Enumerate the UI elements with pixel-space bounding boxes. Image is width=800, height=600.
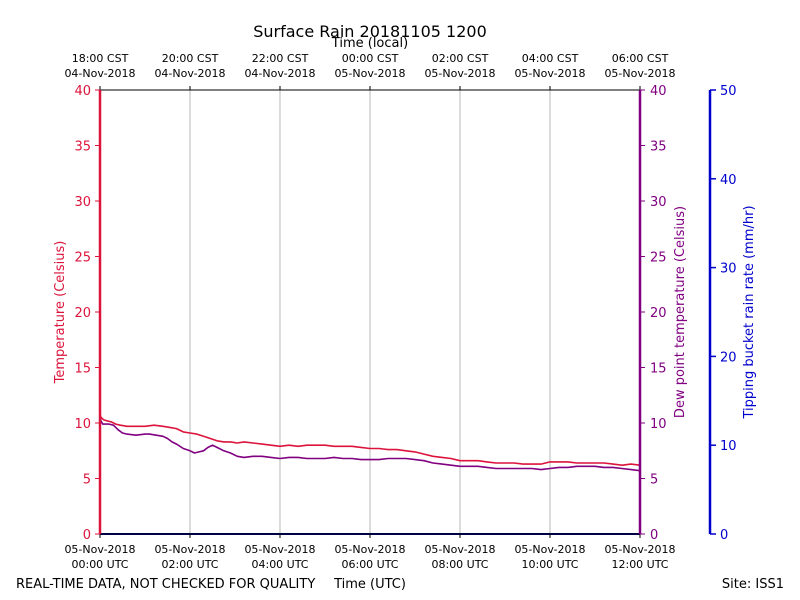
site-label: Site: ISS1	[722, 577, 784, 592]
top-axis-label: Time (local)	[331, 36, 408, 51]
temp-tick-label: 15	[74, 362, 91, 377]
rain-tick-label: 40	[720, 173, 737, 188]
top-tick-time: 02:00 CST	[432, 52, 489, 65]
top-tick-date: 05-Nov-2018	[334, 67, 405, 80]
dewpoint-axis-label: Dew point temperature (Celsius)	[673, 206, 688, 418]
x-tick-date: 05-Nov-2018	[244, 543, 315, 556]
rain-tick-label: 20	[720, 350, 737, 365]
x-tick-time: 08:00 UTC	[431, 558, 488, 571]
top-tick-time: 22:00 CST	[252, 52, 309, 65]
x-tick-date: 05-Nov-2018	[424, 543, 495, 556]
x-tick-time: 10:00 UTC	[521, 558, 578, 571]
rain-tick-label: 10	[720, 439, 737, 454]
dewpoint-tick-label: 10	[650, 417, 667, 432]
rain-tick-label: 50	[720, 84, 737, 99]
top-tick-date: 05-Nov-2018	[424, 67, 495, 80]
x-tick-date: 05-Nov-2018	[154, 543, 225, 556]
temp-tick-label: 25	[74, 251, 91, 266]
dewpoint-tick-label: 35	[650, 140, 667, 155]
series-temperature	[99, 413, 641, 467]
quality-disclaimer: REAL-TIME DATA, NOT CHECKED FOR QUALITY	[16, 577, 315, 592]
temp-tick-label: 5	[83, 473, 91, 488]
temp-tick-label: 30	[74, 195, 91, 210]
grid-lines	[189, 90, 551, 534]
top-tick-date: 04-Nov-2018	[244, 67, 315, 80]
x-axis-label: Time (UTC)	[333, 577, 406, 592]
top-tick-time: 18:00 CST	[72, 52, 129, 65]
top-tick-time: 06:00 CST	[612, 52, 669, 65]
series-dew-point-temperature	[99, 416, 641, 472]
dewpoint-tick-label: 15	[650, 362, 667, 377]
top-tick-date: 04-Nov-2018	[64, 67, 135, 80]
top-tick-date: 05-Nov-2018	[604, 67, 675, 80]
rain-tick-label: 0	[720, 528, 728, 543]
chart-title: Surface Rain 20181105 1200	[253, 22, 487, 41]
x-tick-time: 06:00 UTC	[341, 558, 398, 571]
temp-tick-label: 10	[74, 417, 91, 432]
top-tick-time: 00:00 CST	[342, 52, 399, 65]
dewpoint-tick-label: 0	[650, 528, 658, 543]
top-tick-time: 04:00 CST	[522, 52, 579, 65]
x-tick-date: 05-Nov-2018	[514, 543, 585, 556]
rain-tick-label: 30	[720, 262, 737, 277]
temp-tick-label: 20	[74, 306, 91, 321]
axis-ticks: 05-Nov-2018 00:00 UTC 05-Nov-2018 02:00 UTC…	[53, 52, 757, 571]
top-tick-date: 04-Nov-2018	[154, 67, 225, 80]
dewpoint-tick-label: 5	[650, 473, 658, 488]
x-tick-time: 04:00 UTC	[251, 558, 308, 571]
temp-tick-label: 35	[74, 140, 91, 155]
x-tick-time: 00:00 UTC	[71, 558, 128, 571]
top-tick-time: 20:00 CST	[162, 52, 219, 65]
x-tick-date: 05-Nov-2018	[64, 543, 135, 556]
temp-tick-label: 40	[74, 84, 91, 99]
temp-axis-label: Temperature (Celsius)	[53, 241, 68, 385]
x-tick-date: 05-Nov-2018	[604, 543, 675, 556]
rain-axis-label: Tipping bucket rain rate (mm/hr)	[742, 205, 757, 419]
x-tick-date: 05-Nov-2018	[334, 543, 405, 556]
dewpoint-tick-label: 30	[650, 195, 667, 210]
dewpoint-tick-label: 25	[650, 251, 667, 266]
x-tick-time: 12:00 UTC	[611, 558, 668, 571]
dewpoint-tick-label: 20	[650, 306, 667, 321]
top-tick-date: 05-Nov-2018	[514, 67, 585, 80]
x-tick-time: 02:00 UTC	[161, 558, 218, 571]
dewpoint-tick-label: 40	[650, 84, 667, 99]
temp-tick-label: 0	[83, 528, 91, 543]
